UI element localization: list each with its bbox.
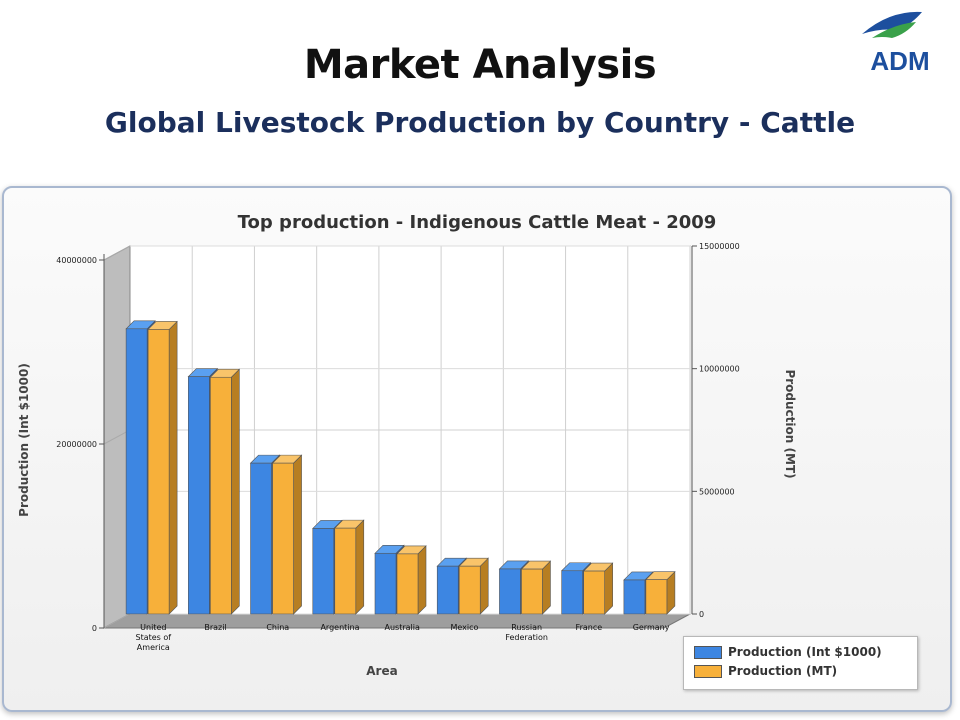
y-tick-label: 40000000 (56, 256, 97, 265)
y-tick-label: 20000000 (56, 440, 97, 449)
bar-int (188, 376, 210, 615)
slide-subtitle: Global Livestock Production by Country -… (104, 106, 856, 139)
y-axis-label: Production (Int $1000) (17, 363, 31, 517)
bar-mt-side (542, 560, 551, 615)
bar-mt-side (168, 320, 178, 615)
x-tick-label: Australia (385, 623, 420, 632)
x-tick-label: China (266, 623, 289, 632)
y2-tick-label: 10000000 (699, 365, 740, 374)
bar-mt (396, 553, 419, 615)
slide-title: Market Analysis (303, 42, 657, 88)
legend-label-mt: Production (MT) (728, 664, 838, 678)
gridline-side (103, 245, 131, 261)
bar-int (125, 328, 148, 615)
chart-title: Top production - Indigenous Cattle Meat … (238, 212, 717, 233)
bar-mt (210, 376, 232, 615)
bar-mt (645, 579, 668, 615)
gridline-side (103, 429, 131, 445)
bar-mt (458, 565, 481, 615)
y2-tick-label: 0 (699, 610, 704, 619)
legend-swatch-mt (694, 664, 722, 678)
y-tick-label: 0 (92, 624, 97, 633)
bar-int (623, 579, 646, 615)
bar-mt-side (417, 545, 427, 615)
bar-mt-side (604, 562, 613, 615)
logo-text: ADM (870, 46, 929, 74)
x-axis-label: Area (366, 664, 397, 678)
bar-mt-side (479, 557, 489, 615)
gridline-side (103, 613, 131, 629)
bar-mt (583, 570, 605, 615)
bar-int (499, 568, 521, 615)
bar-mt (521, 568, 543, 615)
y2-tick-label: 5000000 (699, 487, 735, 496)
x-tick-label: United States of America (136, 623, 172, 652)
legend-swatch-int (694, 645, 722, 659)
x-tick-label: France (576, 623, 603, 632)
bar-int (250, 462, 272, 615)
legend-item-int: Production (Int $1000) (694, 644, 882, 660)
x-tick-label: Germany (633, 623, 670, 632)
bar-mt (147, 329, 170, 615)
chart-legend: Production (Int $1000) Production (MT) (683, 636, 918, 690)
x-tick-label: Argentina (320, 623, 359, 632)
bar-int (312, 528, 335, 615)
legend-label-int: Production (Int $1000) (728, 645, 882, 659)
bar-int (374, 552, 397, 615)
x-tick-label: Russian Federation (505, 623, 548, 642)
bar-mt-side (293, 454, 302, 615)
y2-tick-label: 15000000 (699, 242, 740, 251)
bar-int (561, 570, 583, 615)
bar-mt-side (231, 368, 240, 615)
adm-logo: ADM (850, 8, 950, 76)
legend-item-mt: Production (MT) (694, 663, 837, 679)
y2-axis-label: Production (MT) (783, 369, 797, 478)
bar-mt-side (355, 519, 365, 615)
bar-mt (272, 462, 294, 615)
bar-mt (334, 527, 357, 615)
x-tick-label: Mexico (450, 623, 478, 632)
bar-int (436, 565, 459, 615)
x-tick-label: Brazil (204, 623, 226, 632)
